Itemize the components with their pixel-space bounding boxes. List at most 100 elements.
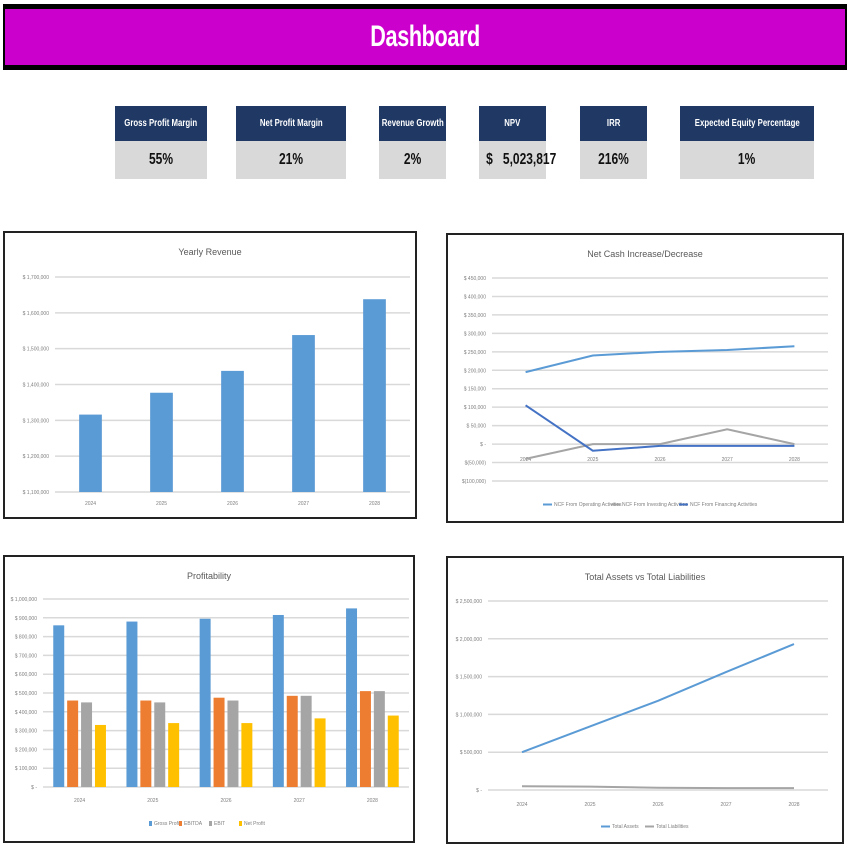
kpi-npv: NPV $5,023,817 — [479, 106, 556, 179]
kpi-revenue-growth: Revenue Growth 2% — [379, 106, 446, 179]
bar — [94, 724, 106, 787]
x-tick-label: 2024 — [74, 798, 85, 804]
chart-yearly-revenue: Yearly Revenue $ 1,100,000 $ 1,200,000 $ 1,… — [3, 231, 417, 519]
kpi-irr: IRR 216% — [580, 106, 647, 179]
x-tick-label: 2025 — [584, 802, 595, 808]
legend-label: EBIT — [214, 821, 225, 827]
y-tick-label: $ - — [31, 785, 37, 791]
y-tick-label: $ - — [480, 442, 486, 448]
y-tick-label: $ 50,000 — [467, 424, 487, 430]
x-tick-label: 2027 — [722, 457, 733, 463]
legend-label: NCF From Financing Activities — [690, 502, 758, 508]
kpi-net-profit-margin: Net Profit Margin 21% — [236, 106, 346, 179]
y-tick-label: $ 250,000 — [464, 350, 486, 356]
x-tick-label: 2028 — [788, 802, 799, 808]
chart-assets-liabilities: Total Assets vs Total Liabilities $ - $ 50… — [446, 556, 844, 844]
chart-title: Total Assets vs Total Liabilities — [585, 572, 706, 582]
bar — [168, 723, 180, 787]
bar — [314, 718, 326, 787]
y-tick-label: $ 450,000 — [464, 276, 486, 282]
x-tick-label: 2028 — [789, 457, 800, 463]
y-tick-label: $ 100,000 — [15, 766, 37, 772]
x-tick-label: 2026 — [654, 457, 665, 463]
kpi-value: 55% — [148, 151, 174, 168]
y-tick-label: $ 1,000,000 — [456, 712, 483, 718]
y-tick-label: $ 300,000 — [464, 331, 486, 337]
bar — [292, 335, 315, 492]
y-tick-label: $(50,000) — [465, 461, 487, 467]
x-tick-label: 2025 — [147, 798, 158, 804]
series-line — [521, 643, 795, 754]
y-tick-label: $ - — [476, 788, 482, 794]
y-tick-label: $ 1,100,000 — [23, 490, 50, 496]
header-banner: Dashboard — [3, 4, 847, 70]
page-title: Dashboard — [370, 20, 480, 53]
x-tick-label: 2026 — [227, 501, 238, 507]
legend-label: Total Liabilities — [656, 824, 689, 830]
legend-label: Total Assets — [612, 824, 639, 830]
y-tick-label: $ 2,500,000 — [456, 599, 483, 605]
y-tick-label: $ 900,000 — [15, 616, 37, 622]
bar — [272, 614, 284, 787]
x-tick-label: 2026 — [652, 802, 663, 808]
bar — [286, 695, 298, 787]
bar — [199, 618, 211, 787]
currency-symbol: $ — [486, 151, 493, 168]
y-tick-label: $(100,000) — [462, 479, 487, 485]
x-tick-label: 2027 — [294, 798, 305, 804]
bar — [221, 370, 244, 492]
y-tick-label: $ 800,000 — [15, 635, 37, 641]
bar — [213, 697, 225, 787]
bar — [359, 691, 371, 787]
chart-title: Yearly Revenue — [178, 247, 241, 257]
bar — [79, 414, 102, 492]
kpi-value: 5,023,817 — [502, 151, 557, 168]
chart-net-cash: Net Cash Increase/Decrease $(100,000) $(50… — [446, 233, 844, 523]
bar — [300, 695, 312, 787]
y-tick-label: $ 1,200,000 — [23, 454, 50, 460]
bar — [140, 700, 152, 787]
y-tick-label: $ 600,000 — [15, 672, 37, 678]
bar — [373, 691, 385, 787]
y-tick-label: $ 700,000 — [15, 653, 37, 659]
x-tick-label: 2024 — [520, 457, 531, 463]
y-tick-label: $ 1,000,000 — [11, 597, 38, 603]
kpi-gross-profit-margin: Gross Profit Margin 55% — [115, 106, 207, 179]
yearly-revenue-plot: Yearly Revenue $ 1,100,000 $ 1,200,000 $ 1,… — [23, 247, 410, 507]
kpi-value: 21% — [278, 151, 304, 168]
kpi-label: IRR — [606, 118, 621, 129]
y-tick-label: $ 200,000 — [464, 368, 486, 374]
y-tick-label: $ 1,700,000 — [23, 275, 50, 281]
bar — [150, 392, 173, 492]
x-tick-label: 2025 — [156, 501, 167, 507]
x-tick-label: 2028 — [369, 501, 380, 507]
profitability-plot: Profitability $ - $ 100,000 $ 200,000 $ 300,… — [11, 571, 409, 827]
y-tick-label: $ 1,600,000 — [23, 311, 50, 317]
kpi-expected-equity: Expected Equity Percentage 1% — [680, 106, 814, 179]
y-tick-label: $ 1,500,000 — [456, 675, 483, 681]
y-tick-label: $ 500,000 — [15, 691, 37, 697]
legend-swatch — [239, 821, 242, 826]
kpi-value: 2% — [403, 151, 422, 168]
bar — [67, 700, 79, 787]
y-tick-label: $ 150,000 — [464, 387, 486, 393]
kpi-label: NPV — [504, 118, 521, 129]
x-tick-label: 2027 — [720, 802, 731, 808]
y-tick-label: $ 350,000 — [464, 313, 486, 319]
x-tick-label: 2027 — [298, 501, 309, 507]
series-line — [521, 785, 794, 790]
bar — [53, 625, 65, 787]
y-tick-label: $ 1,500,000 — [23, 347, 50, 353]
legend-label: Gross Profit — [154, 821, 181, 827]
kpi-label: Expected Equity Percentage — [694, 118, 800, 129]
chart-title: Profitability — [187, 571, 232, 581]
bar — [126, 621, 138, 787]
x-tick-label: 2024 — [85, 501, 96, 507]
bar — [81, 702, 93, 787]
bar — [154, 702, 166, 787]
bar — [387, 715, 399, 787]
y-tick-label: $ 300,000 — [15, 729, 37, 735]
series-line — [525, 345, 795, 374]
kpi-label: Revenue Growth — [381, 118, 444, 129]
y-tick-label: $ 400,000 — [15, 710, 37, 716]
